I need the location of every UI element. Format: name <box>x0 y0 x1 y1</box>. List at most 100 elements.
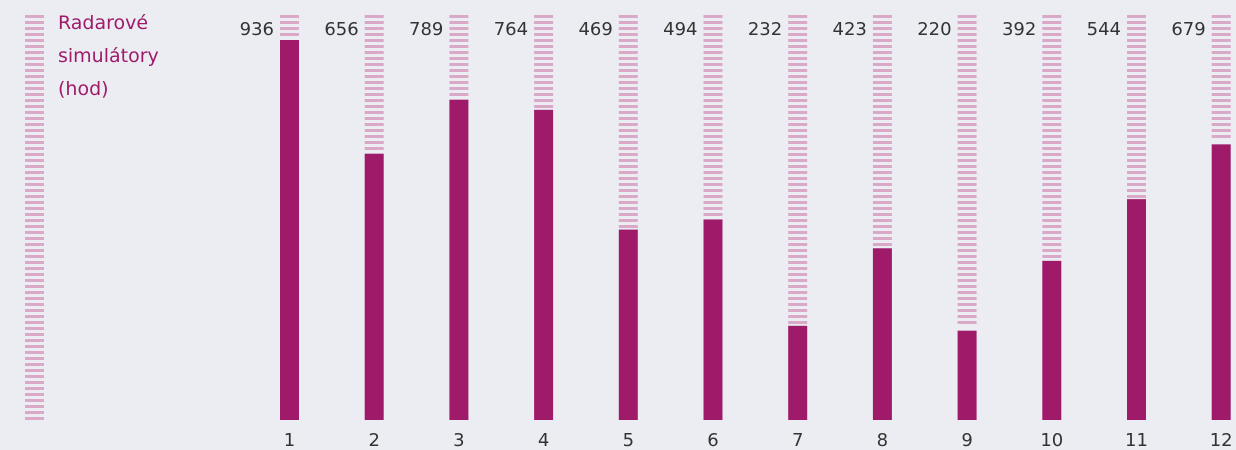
bar-track-dash <box>618 93 638 96</box>
legend-key-dash <box>25 333 44 336</box>
bar-track-dash <box>957 93 977 96</box>
bar-track-dash <box>618 81 638 84</box>
bar-track-dash <box>872 57 892 60</box>
bar-track-dash <box>364 15 384 18</box>
bar-track-dash <box>1042 171 1062 174</box>
bar-track-dash <box>788 225 808 228</box>
bar-track-dash <box>618 69 638 72</box>
bar-track-dash <box>957 105 977 108</box>
bar-track-dash <box>788 315 808 318</box>
bar-track-dash <box>1127 171 1146 174</box>
bar-track-dash <box>618 141 638 144</box>
bar-group-9: 220 9 <box>917 15 977 450</box>
bar-track-dash <box>449 27 469 30</box>
bar-group-4: 764 4 <box>494 15 554 450</box>
bar-track-dash <box>1127 189 1146 192</box>
bar-track-dash <box>364 117 384 120</box>
bar-track-dash <box>788 81 808 84</box>
bar-track-dash <box>703 123 723 126</box>
bar-track-dash <box>1042 135 1062 138</box>
bar-track-dash <box>449 87 469 90</box>
bar-track-dash <box>788 129 808 132</box>
bar-track-dash <box>872 63 892 66</box>
bar-track-dash <box>1042 33 1062 36</box>
bar-track-dash <box>1042 231 1062 234</box>
bar-track-dash <box>1211 135 1231 138</box>
bar-track-dash <box>1127 93 1146 96</box>
legend-key-dash <box>25 177 44 180</box>
bar-track-dash <box>364 69 384 72</box>
legend-key-dash <box>25 117 44 120</box>
bar-track-dash <box>449 21 469 24</box>
bar-track-dash <box>618 135 638 138</box>
bar-track-dash <box>1211 27 1231 30</box>
bar-track-dash <box>788 63 808 66</box>
bar-track-dash <box>703 105 723 108</box>
bar-track-dash <box>1127 33 1146 36</box>
bar-track-dash <box>449 45 469 48</box>
bar-track-dash <box>788 213 808 216</box>
bar-track-dash <box>1042 63 1062 66</box>
bar-group-11: 544 11 <box>1087 15 1148 450</box>
bar-track-dash <box>872 129 892 132</box>
legend-key-dash <box>25 129 44 132</box>
bar-4 <box>534 109 554 420</box>
legend-key-dash <box>25 189 44 192</box>
bar-track-dash <box>788 273 808 276</box>
bar-track-dash <box>957 147 977 150</box>
value-label-12: 679 <box>1171 19 1205 40</box>
legend-title-line-2: simulátory <box>58 45 159 67</box>
bar-track-dash <box>872 207 892 210</box>
bar-track-dash <box>1127 141 1146 144</box>
bar-track-dash <box>872 219 892 222</box>
legend-key-dash <box>25 219 44 222</box>
bar-track-dash <box>872 87 892 90</box>
legend-title-line-1: Radarové <box>58 12 148 34</box>
value-label-5: 469 <box>578 19 612 40</box>
value-label-2: 656 <box>324 19 358 40</box>
bar-track-dash <box>618 99 638 102</box>
bar-track-dash <box>788 123 808 126</box>
bars-group: 936 1 656 2 789 3 764 4 469 5 494 6 232 7 423 8 220 9 392 1… <box>240 15 1233 450</box>
bar-track-dash <box>1042 255 1062 258</box>
value-label-4: 764 <box>494 19 528 40</box>
bar-6 <box>703 219 723 420</box>
bar-track-dash <box>364 99 384 102</box>
bar-track-dash <box>788 93 808 96</box>
value-label-7: 232 <box>748 19 782 40</box>
bar-track-dash <box>957 45 977 48</box>
bar-track-dash <box>1042 129 1062 132</box>
bar-track-dash <box>957 273 977 276</box>
bar-track-dash <box>788 219 808 222</box>
bar-track-dash <box>364 93 384 96</box>
bar-track-dash <box>618 111 638 114</box>
bar-track-dash <box>1127 81 1146 84</box>
bar-track-dash <box>449 51 469 54</box>
bar-track-dash <box>957 111 977 114</box>
bar-track-dash <box>1042 243 1062 246</box>
legend-key-dash <box>25 123 44 126</box>
bar-track-dash <box>1211 117 1231 120</box>
legend-key-dash <box>25 165 44 168</box>
bar-track-dash <box>957 63 977 66</box>
bar-track-dash <box>618 171 638 174</box>
bar-track-dash <box>872 225 892 228</box>
bar-track-dash <box>872 39 892 42</box>
bar-group-6: 494 6 <box>663 15 723 450</box>
bar-track-dash <box>1042 249 1062 252</box>
legend-key-dash <box>25 195 44 198</box>
bar-track-dash <box>788 261 808 264</box>
x-tick-label-9: 9 <box>961 430 972 450</box>
legend-key-dash <box>25 267 44 270</box>
legend-key-dash <box>25 93 44 96</box>
bar-track-dash <box>957 27 977 30</box>
bar-track-dash <box>1211 105 1231 108</box>
bar-track-dash <box>618 33 638 36</box>
bar-group-5: 469 5 <box>578 15 638 450</box>
bar-track-dash <box>1127 57 1146 60</box>
x-tick-label-12: 12 <box>1210 430 1233 450</box>
bar-track-dash <box>534 99 554 102</box>
bar-track-dash <box>788 321 808 324</box>
bar-track-dash <box>703 177 723 180</box>
bar-11 <box>1127 199 1146 420</box>
